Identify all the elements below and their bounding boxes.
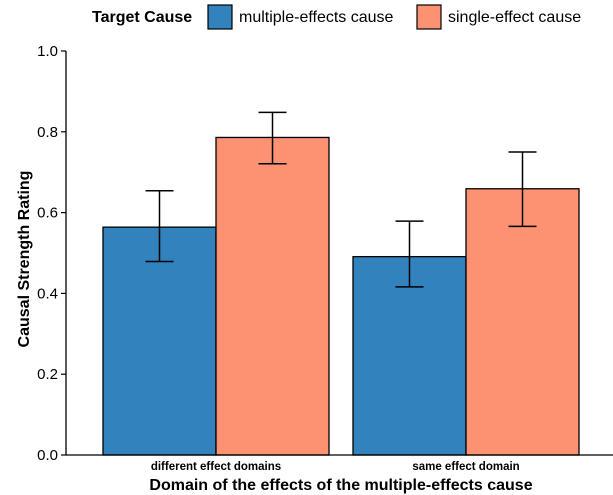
legend-title: Target Cause: [92, 9, 192, 26]
y-axis-title: Causal Strength Rating: [16, 171, 33, 348]
error-bar: [508, 151, 537, 228]
bar-multiple-effects-different-domains: [102, 226, 217, 456]
legend-item: single-effect cause: [416, 4, 581, 30]
x-axis-title: Domain of the effects of the multiple-ef…: [149, 477, 532, 494]
y-tick-label: 1.0: [37, 43, 58, 60]
legend-swatch: [207, 4, 233, 30]
error-bar: [145, 190, 174, 263]
x-tick-label: different effect domains: [151, 461, 281, 473]
legend-label: multiple-effects cause: [239, 9, 394, 26]
bar-multiple-effects-same-domain: [352, 255, 467, 456]
y-tick-label: 0.4: [37, 285, 58, 302]
error-bar: [395, 220, 424, 288]
legend: Target Cause multiple-effects cause singl…: [92, 4, 581, 30]
y-tick-label: 0.6: [37, 205, 58, 222]
bar-single-effect-different-domains: [215, 136, 330, 456]
legend-swatch: [416, 4, 442, 30]
y-tick-label: 0.8: [37, 124, 58, 141]
legend-item: multiple-effects cause: [207, 4, 394, 30]
error-bar: [258, 111, 287, 165]
y-tick-label: 0.0: [37, 447, 58, 464]
legend-label: single-effect cause: [448, 9, 581, 26]
plot-area: different effect domains same effect doma…: [37, 43, 613, 473]
bar-single-effect-same-domain: [465, 188, 580, 456]
y-tick-label: 0.2: [37, 366, 58, 383]
x-tick-label: same effect domain: [412, 461, 519, 473]
